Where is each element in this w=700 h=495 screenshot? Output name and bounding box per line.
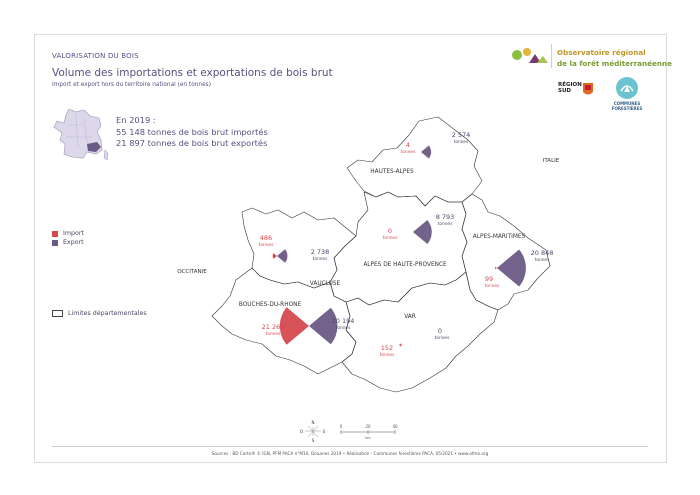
legend-limits-label: Limites départementales — [68, 310, 147, 317]
legend: Import Export — [52, 230, 84, 246]
import-fan-bouches-du-rhone — [279, 307, 309, 345]
export-unit-bouches-du-rhone: tonnes — [336, 325, 351, 331]
legend-export-label: Export — [63, 239, 84, 246]
legend-import: Import — [52, 230, 84, 237]
region-shield-icon — [583, 83, 593, 95]
export-unit-alpes-haute-provence: tonnes — [438, 221, 453, 227]
import-unit-hautes-alpes: tonnes — [401, 149, 416, 155]
import-value-vaucluse: 486 — [260, 234, 272, 242]
map-frame — [34, 34, 667, 463]
compass-o: O — [300, 429, 303, 434]
var-border — [341, 271, 499, 393]
dept-label-alpes-haute-provence: ALPES DE HAUTE-PROVENCE — [363, 262, 447, 268]
import-unit-var: tonnes — [380, 352, 395, 358]
scale-40: 40 — [392, 424, 398, 429]
dept-label-bouches-du-rhone: BOUCHES-DU-RHONE — [239, 302, 302, 308]
scale-bar: 0 20 40 km — [340, 424, 398, 440]
summary-year: En 2019 : — [116, 115, 156, 125]
map-title: Volume des importations et exportations … — [52, 67, 333, 79]
export-unit-hautes-alpes: tonnes — [454, 139, 469, 145]
dept-label-vaucluse: VAUCLUSE — [310, 281, 341, 287]
dept-label-hautes-alpes: HAUTES-ALPES — [370, 169, 414, 175]
communes-forestieres-label: COMMUNES FORESTIÈRES — [611, 101, 643, 111]
compass-e: E — [323, 429, 326, 434]
export-fan-vaucluse — [277, 249, 288, 263]
import-value-alpes-haute-provence: 0 — [388, 227, 392, 235]
export-value-bouches-du-rhone: 20 194 — [332, 317, 355, 325]
map-subtitle: Import et export hors du territoire nati… — [52, 82, 211, 88]
summary-box: En 2019 : 55 148 tonnes de bois brut imp… — [116, 115, 268, 150]
dept-label-var: VAR — [404, 314, 416, 320]
observatoire-name-2: de la forêt méditerranéenne — [557, 59, 672, 68]
neighbor-label-occitanie: OCCITANIE — [177, 269, 207, 275]
export-fan-bouches-du-rhone — [309, 307, 338, 345]
export-swatch — [52, 239, 58, 246]
export-unit-alpes-maritimes: tonnes — [535, 257, 550, 263]
scale-0: 0 — [340, 424, 343, 429]
legend-export: Export — [52, 239, 84, 246]
neighbor-label-italie: ITALIE — [543, 158, 560, 164]
export-unit-vaucluse: tonnes — [313, 256, 328, 262]
limits-swatch — [52, 310, 63, 317]
compass-rose: N S O E — [300, 420, 326, 443]
vaucluse-border — [241, 207, 357, 289]
export-value-hautes-alpes: 2 574 — [452, 131, 471, 139]
export-fan-hautes-alpes — [421, 145, 432, 159]
region-sud-logo: RÉGION SUD — [558, 82, 582, 94]
import-unit-bouches-du-rhone: tonnes — [266, 331, 281, 337]
legend-import-label: Import — [63, 230, 84, 237]
import-unit-vaucluse: tonnes — [259, 242, 274, 248]
france-inset-map — [53, 108, 109, 161]
export-fan-alpes-maritimes — [497, 249, 526, 287]
import-value-alpes-maritimes: 99 — [485, 275, 493, 283]
import-value-hautes-alpes: 4 — [406, 141, 410, 149]
import-fan-alpes-maritimes — [495, 266, 497, 270]
alpes-haute-provence-border — [329, 191, 468, 306]
section-label: VALORISATION DU BOIS — [52, 52, 139, 60]
scale-20: 20 — [365, 424, 371, 429]
flow-fans — [272, 145, 526, 347]
export-value-alpes-haute-provence: 8 793 — [436, 213, 455, 221]
compass-s: S — [312, 438, 315, 443]
import-value-var: 152 — [381, 344, 393, 352]
import-fan-vaucluse — [272, 253, 277, 259]
legend-limits: Limites départementales — [52, 310, 147, 317]
scale-unit: km — [365, 436, 371, 440]
alpes-maritimes-border — [461, 193, 551, 311]
observatoire-name-1: Observatoire régional — [557, 48, 646, 57]
import-unit-alpes-haute-provence: tonnes — [383, 235, 398, 241]
export-fan-alpes-haute-provence — [413, 219, 432, 245]
observatoire-logo-icon — [512, 48, 548, 63]
export-value-alpes-maritimes: 20 848 — [531, 249, 554, 257]
import-swatch — [52, 230, 58, 237]
communes-forestieres-icon — [616, 77, 638, 99]
footer-sources: Sources : BD Carto® © IGN, PFM PACA n°M1… — [211, 451, 489, 456]
compass-n: N — [312, 420, 315, 425]
import-value-bouches-du-rhone: 21 267 — [262, 323, 285, 331]
export-unit-var: tonnes — [435, 335, 450, 341]
export-value-var: 0 — [438, 327, 442, 335]
summary-exports: 21 897 tonnes de bois brut exportés — [116, 138, 268, 148]
footer-divider — [52, 446, 648, 447]
logo-divider — [551, 44, 552, 68]
import-fan-var — [399, 343, 402, 347]
summary-imports: 55 148 tonnes de bois brut importés — [116, 126, 268, 137]
import-unit-alpes-maritimes: tonnes — [485, 283, 500, 289]
export-value-vaucluse: 2 738 — [311, 248, 330, 256]
dept-label-alpes-maritimes: ALPES-MARITIMES — [473, 234, 526, 240]
